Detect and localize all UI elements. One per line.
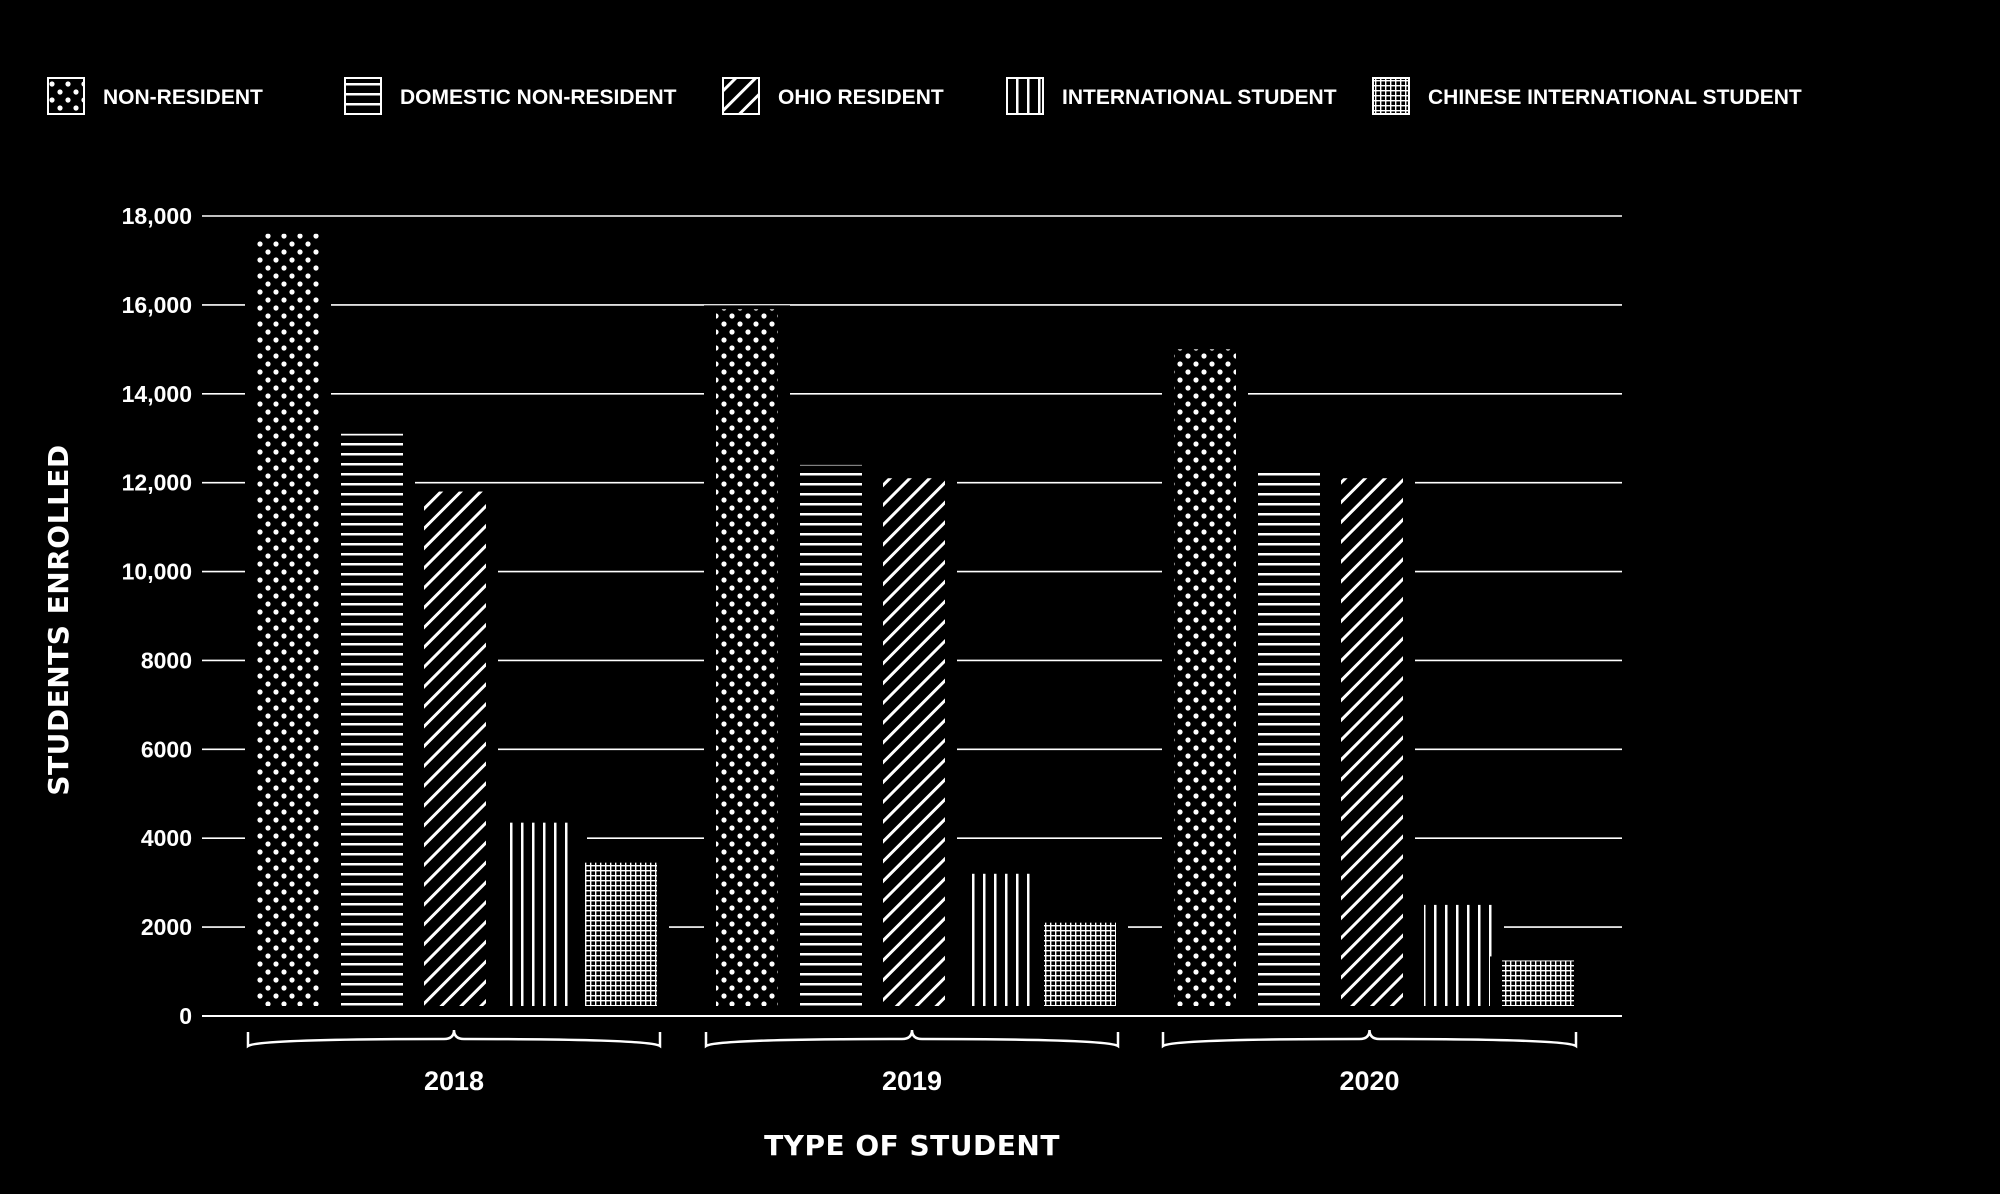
- x-axis-title: TYPE OF STUDENT: [764, 1129, 1060, 1162]
- y-tick-label: 2000: [141, 914, 192, 940]
- y-tick-label: 8000: [141, 647, 192, 673]
- y-tick-label: 14,000: [122, 381, 192, 407]
- bar-vertical-lines-2020: [1424, 904, 1492, 1006]
- y-tick-label: 18,000: [122, 203, 192, 229]
- legend-label: INTERNATIONAL STUDENT: [1062, 86, 1337, 109]
- bar-dots-2018: [257, 233, 319, 1006]
- legend-swatch-horizontal-lines: [344, 77, 382, 115]
- group-bracket: [1161, 1029, 1578, 1049]
- bar-grid-2019: [1044, 922, 1116, 1006]
- group-bracket: [246, 1029, 662, 1049]
- bar-vertical-lines-2019: [966, 873, 1034, 1006]
- legend-swatch-grid: [1372, 77, 1410, 115]
- legend-swatch-dots: [47, 77, 85, 115]
- legend-swatch-diagonal-lines: [722, 77, 760, 115]
- x-category-label: 2018: [424, 1066, 484, 1096]
- legend-label: NON-RESIDENT: [103, 86, 263, 109]
- x-axis-groups: 2018 2019 2020: [246, 1029, 1578, 1096]
- bar-horizontal-lines-2020: [1258, 469, 1320, 1006]
- bar-diagonal-lines-2020: [1341, 478, 1403, 1006]
- bar-grid-2018: [585, 862, 657, 1006]
- y-axis-ticks: 0 2000 4000 6000 8000 10,000 12,000 14,000 16,00…: [122, 203, 192, 1029]
- bar-dots-2020: [1174, 349, 1236, 1006]
- bar-diagonal-lines-2019: [883, 478, 945, 1006]
- bar-vertical-lines-2018: [507, 822, 575, 1006]
- legend-swatch-vertical-lines: [1006, 77, 1044, 115]
- bar-diagonal-lines-2018: [424, 491, 486, 1006]
- bar-dots-2019: [716, 309, 778, 1006]
- bars: [245, 229, 1586, 1006]
- x-category-label: 2019: [882, 1066, 942, 1096]
- legend-label: DOMESTIC NON-RESIDENT: [400, 86, 677, 109]
- y-tick-label: 6000: [141, 736, 192, 762]
- bar-horizontal-lines-2018: [341, 433, 403, 1006]
- y-tick-label: 4000: [141, 825, 192, 851]
- y-tick-label: 12,000: [122, 470, 192, 496]
- legend: NON-RESIDENT DOMESTIC NON-RESIDENT OHIO RE…: [47, 77, 1802, 115]
- x-category-label: 2020: [1339, 1066, 1399, 1096]
- y-axis-title: STUDENTS ENROLLED: [42, 444, 75, 795]
- legend-label: OHIO RESIDENT: [778, 86, 944, 109]
- bar-grid-2020: [1502, 960, 1574, 1006]
- bar-horizontal-lines-2019: [800, 464, 862, 1006]
- group-bracket: [704, 1029, 1120, 1049]
- y-tick-label: 16,000: [122, 292, 192, 318]
- y-tick-label: 10,000: [122, 559, 192, 585]
- legend-label: CHINESE INTERNATIONAL STUDENT: [1428, 86, 1802, 109]
- y-tick-label: 0: [179, 1003, 192, 1029]
